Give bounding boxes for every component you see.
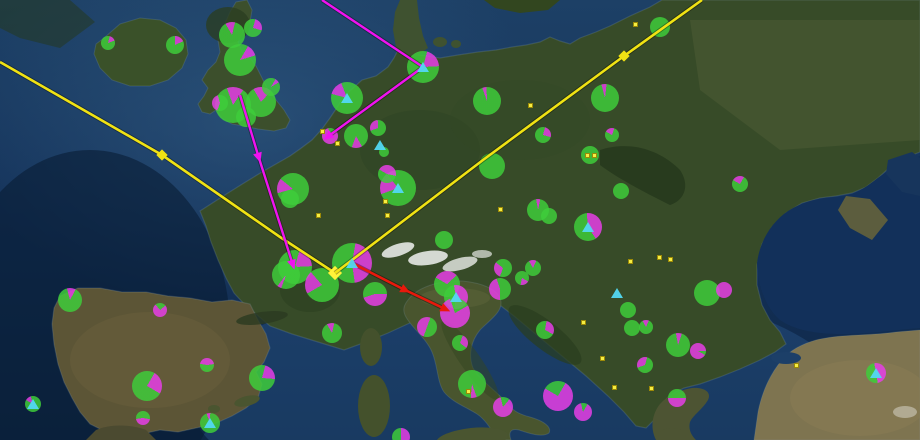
pie-marker[interactable] <box>379 147 389 157</box>
pie-marker[interactable] <box>363 282 387 306</box>
pie-marker[interactable] <box>392 428 410 440</box>
pie-marker[interactable] <box>200 413 220 433</box>
pie-marker[interactable] <box>212 95 228 111</box>
pie-marker[interactable] <box>535 127 551 143</box>
pie-marker[interactable] <box>543 381 573 411</box>
pie-marker[interactable] <box>666 333 690 357</box>
pie-marker[interactable] <box>244 19 262 37</box>
pie-marker[interactable] <box>132 371 162 401</box>
pie-marker[interactable] <box>344 124 368 148</box>
pie-marker[interactable] <box>153 303 167 317</box>
pie-marker[interactable] <box>668 389 686 407</box>
pie-marker[interactable] <box>637 357 653 373</box>
pie-marker[interactable] <box>639 320 653 334</box>
pie-marker[interactable] <box>624 320 640 336</box>
pie-marker[interactable] <box>515 271 529 285</box>
pie-marker[interactable] <box>690 343 706 359</box>
pie-marker[interactable] <box>224 44 256 76</box>
pie-marker[interactable] <box>407 51 439 83</box>
pie-marker[interactable] <box>574 213 602 241</box>
pie-marker[interactable] <box>262 78 280 96</box>
pie-marker[interactable] <box>200 358 214 372</box>
pie-marker[interactable] <box>620 302 636 318</box>
pie-marker[interactable] <box>417 317 437 337</box>
pie-marker[interactable] <box>493 397 513 417</box>
pie-marker[interactable] <box>101 36 115 50</box>
pie-marker[interactable] <box>322 128 338 144</box>
pie-marker[interactable] <box>166 36 184 54</box>
landmass-italy <box>403 280 551 440</box>
pie-marker[interactable] <box>605 128 619 142</box>
pie-marker[interactable] <box>591 84 619 112</box>
pie-marker[interactable] <box>489 278 511 300</box>
pie-marker[interactable] <box>219 22 245 48</box>
pie-marker[interactable] <box>249 365 275 391</box>
pie-marker[interactable] <box>58 288 82 312</box>
pie-marker[interactable] <box>479 153 505 179</box>
pie-marker[interactable] <box>322 323 342 343</box>
pie-marker[interactable] <box>435 231 453 249</box>
pie-marker[interactable] <box>494 259 512 277</box>
pie-marker[interactable] <box>694 280 720 306</box>
pie-marker[interactable] <box>272 261 300 289</box>
pie-marker[interactable] <box>440 298 470 328</box>
pie-marker[interactable] <box>716 282 732 298</box>
pie-marker[interactable] <box>650 17 670 37</box>
black-sea <box>757 156 920 334</box>
pie-marker[interactable] <box>332 243 372 283</box>
pie-marker[interactable] <box>732 176 748 192</box>
pie-marker[interactable] <box>25 396 41 412</box>
pie-marker[interactable] <box>236 107 256 127</box>
pie-marker[interactable] <box>458 370 486 398</box>
pie-marker[interactable] <box>136 411 150 425</box>
pie-marker[interactable] <box>281 190 299 208</box>
pie-marker[interactable] <box>541 208 557 224</box>
pie-marker[interactable] <box>452 335 468 351</box>
pie-marker[interactable] <box>613 183 629 199</box>
pie-marker[interactable] <box>866 363 886 383</box>
pie-marker[interactable] <box>574 403 592 421</box>
pie-marker[interactable] <box>581 146 599 164</box>
pie-marker[interactable] <box>331 82 363 114</box>
pie-marker[interactable] <box>370 120 386 136</box>
pie-marker[interactable] <box>473 87 501 115</box>
landmass-greece <box>652 387 710 440</box>
pie-marker[interactable] <box>378 165 396 183</box>
pie-marker[interactable] <box>536 321 554 339</box>
